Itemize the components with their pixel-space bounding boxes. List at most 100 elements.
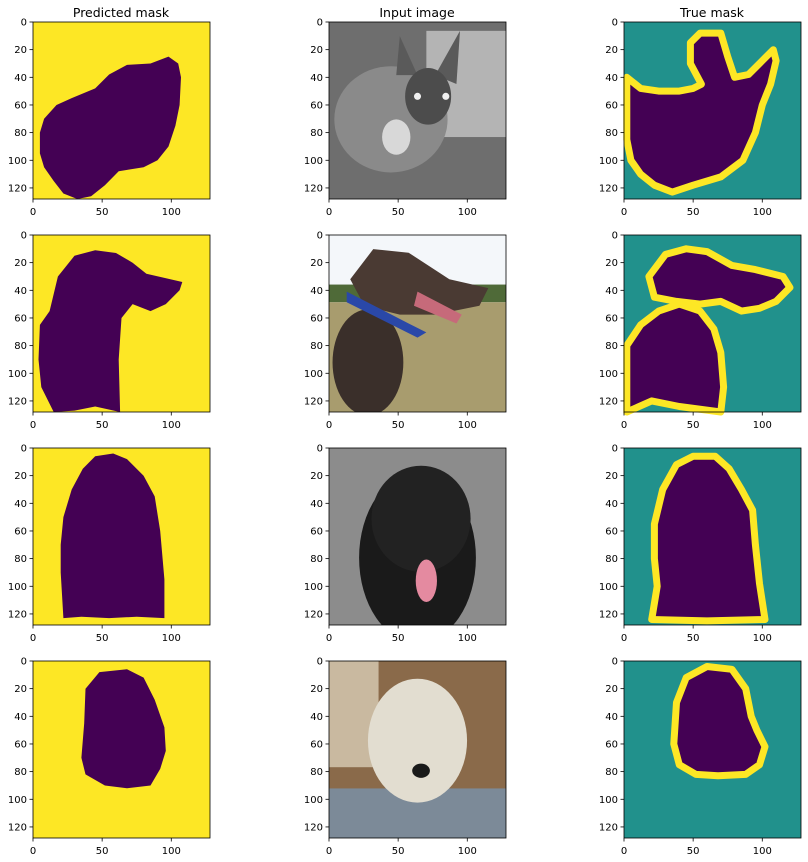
true-mask-row4-xtick-label: 100 xyxy=(753,846,772,857)
predicted-mask-row2-ytick-label: 40 xyxy=(14,286,27,297)
predicted-mask-row4-ytick-label: 60 xyxy=(14,739,27,750)
true-mask-row3-xtick-label: 50 xyxy=(687,633,700,644)
panels-layer: 0 50 100 0 20 40 60 80 100 120 0 50 100 0 20 40 60 80 100 1… xyxy=(8,18,802,857)
dog-head xyxy=(371,465,471,572)
true-mask-region xyxy=(645,245,794,315)
input-image-row4-frame xyxy=(328,660,507,839)
column-title-input-image: Input image xyxy=(379,5,455,20)
input-image-row2-ytick-label: 20 xyxy=(310,258,323,269)
predicted-mask-row1-frame xyxy=(32,21,211,200)
predicted-mask-row4-ytick-label: 80 xyxy=(14,767,27,778)
predicted-mask-row4-ytick-label: 100 xyxy=(8,795,27,806)
input-image-row2-ytick-label: 0 xyxy=(317,231,323,242)
predicted-mask-row3-ytick-label: 0 xyxy=(21,444,27,455)
predicted-mask-row1-ytick-label: 80 xyxy=(14,128,27,139)
dog-chest xyxy=(382,119,411,155)
input-image-row2-ytick-label: 120 xyxy=(304,396,323,407)
true-mask-row4-ytick-label: 60 xyxy=(605,739,618,750)
true-mask-row2-ytick-label: 80 xyxy=(605,341,618,352)
predicted-mask-row1-ytick-label: 60 xyxy=(14,100,27,111)
true-mask-row3-ytick-label: 20 xyxy=(605,471,618,482)
input-image-row2-xtick-label: 50 xyxy=(392,420,405,431)
predicted-mask-row3-ytick-label: 20 xyxy=(14,471,27,482)
predicted-mask-row3-ytick-label: 100 xyxy=(8,582,27,593)
true-mask-row1-ytick-label: 0 xyxy=(612,18,618,29)
input-image-row1-ytick-label: 0 xyxy=(317,18,323,29)
dog-nose xyxy=(412,763,430,778)
input-image-row3-xtick-label: 50 xyxy=(392,633,405,644)
predicted-mask-row2-ytick-label: 100 xyxy=(8,369,27,380)
predicted-mask-row4-ytick-label: 20 xyxy=(14,684,27,695)
true-mask-row1-ytick-label: 60 xyxy=(605,100,618,111)
input-image-row1-ytick-label: 80 xyxy=(310,128,323,139)
true-mask-row4-ytick-label: 20 xyxy=(605,684,618,695)
dog-tongue xyxy=(413,291,462,324)
input-image-row2-ytick-label: 80 xyxy=(310,341,323,352)
predicted-mask-row4-xtick-label: 0 xyxy=(30,846,36,857)
predicted-mask-row1-panel: 0 50 100 0 20 40 60 80 100 120 xyxy=(8,18,211,218)
predicted-mask-row4-ytick-label: 0 xyxy=(21,657,27,668)
input-image-row1-ytick-label: 20 xyxy=(310,45,323,56)
input-image-row3-ytick-label: 120 xyxy=(304,609,323,620)
predicted-mask-row3-ytick-label: 80 xyxy=(14,554,27,565)
true-mask-row2-ytick-label: 100 xyxy=(599,369,618,380)
predicted-mask-row4-ytick-label: 120 xyxy=(8,822,27,833)
true-mask-row2-xtick-label: 100 xyxy=(753,420,772,431)
input-image-row4-xtick-label: 50 xyxy=(392,846,405,857)
input-image-row2-ytick-label: 40 xyxy=(310,286,323,297)
predicted-mask-row4-xtick-label: 50 xyxy=(96,846,109,857)
dog-head xyxy=(350,249,489,315)
predicted-mask-row3-ytick-label: 40 xyxy=(14,499,27,510)
predicted-mask-row2-xtick-label: 50 xyxy=(96,420,109,431)
true-mask-row3-ytick-label: 0 xyxy=(612,444,618,455)
true-mask-row2-ytick-label: 60 xyxy=(605,313,618,324)
dog-eye-left xyxy=(413,92,422,100)
true-mask-row4-frame xyxy=(623,660,802,839)
true-mask-row2-ytick-label: 20 xyxy=(605,258,618,269)
predicted-mask-row4-frame xyxy=(32,660,211,839)
predicted-mask-row2-ytick-label: 20 xyxy=(14,258,27,269)
dog-ear-right xyxy=(435,30,460,84)
true-mask-region xyxy=(623,300,728,416)
true-mask-row3-ytick-label: 120 xyxy=(599,609,618,620)
input-image-row4-xtick-label: 0 xyxy=(326,846,332,857)
true-mask-row2-ytick-label: 0 xyxy=(612,231,618,242)
true-mask-region xyxy=(623,29,780,196)
true-mask-row3-ytick-label: 60 xyxy=(605,526,618,537)
dog-collar xyxy=(346,291,427,338)
true-mask-row2-panel: 0 50 100 0 20 40 60 80 100 120 xyxy=(599,231,802,431)
input-image-row2-panel: 0 50 100 0 20 40 60 80 100 120 xyxy=(304,231,507,431)
dog-body xyxy=(332,309,404,412)
predicted-mask-row1-xtick-label: 0 xyxy=(30,207,36,218)
true-mask-row4-ytick-label: 120 xyxy=(599,822,618,833)
true-mask-row3-ytick-label: 100 xyxy=(599,582,618,593)
true-mask-row4-xtick-label: 0 xyxy=(621,846,627,857)
predicted-mask-row2-xtick-label: 0 xyxy=(30,420,36,431)
input-image-row1-ytick-label: 120 xyxy=(304,183,323,194)
input-image-row3-ytick-label: 40 xyxy=(310,499,323,510)
true-mask-row4-ytick-label: 80 xyxy=(605,767,618,778)
predicted-mask-row3-ytick-label: 60 xyxy=(14,526,27,537)
true-mask-row2-frame xyxy=(623,234,802,413)
true-mask-row3-ytick-label: 40 xyxy=(605,499,618,510)
true-mask-row1-xtick-label: 0 xyxy=(621,207,627,218)
predicted-mask-row1-ytick-label: 20 xyxy=(14,45,27,56)
input-image-row3-ytick-label: 0 xyxy=(317,444,323,455)
input-image-row4-ytick-label: 0 xyxy=(317,657,323,668)
input-image-row2-ytick-label: 60 xyxy=(310,313,323,324)
predicted-mask-row3-xtick-label: 100 xyxy=(162,633,181,644)
predicted-mask-row2-ytick-label: 80 xyxy=(14,341,27,352)
predicted-mask-row2-panel: 0 50 100 0 20 40 60 80 100 120 xyxy=(8,231,211,431)
predicted-mask-row2-xtick-label: 100 xyxy=(162,420,181,431)
input-image-photo xyxy=(329,448,506,625)
predicted-mask-region xyxy=(39,56,182,199)
predicted-mask-region xyxy=(38,250,183,412)
column-title-true-mask: True mask xyxy=(679,5,745,20)
true-mask-row3-xtick-label: 0 xyxy=(621,633,627,644)
input-image-row3-frame xyxy=(328,447,507,626)
dog-tongue xyxy=(415,559,437,602)
input-image-row1-frame xyxy=(328,21,507,200)
predicted-mask-row2-ytick-label: 0 xyxy=(21,231,27,242)
input-image-row3-panel: 0 50 100 0 20 40 60 80 100 120 xyxy=(304,444,507,644)
